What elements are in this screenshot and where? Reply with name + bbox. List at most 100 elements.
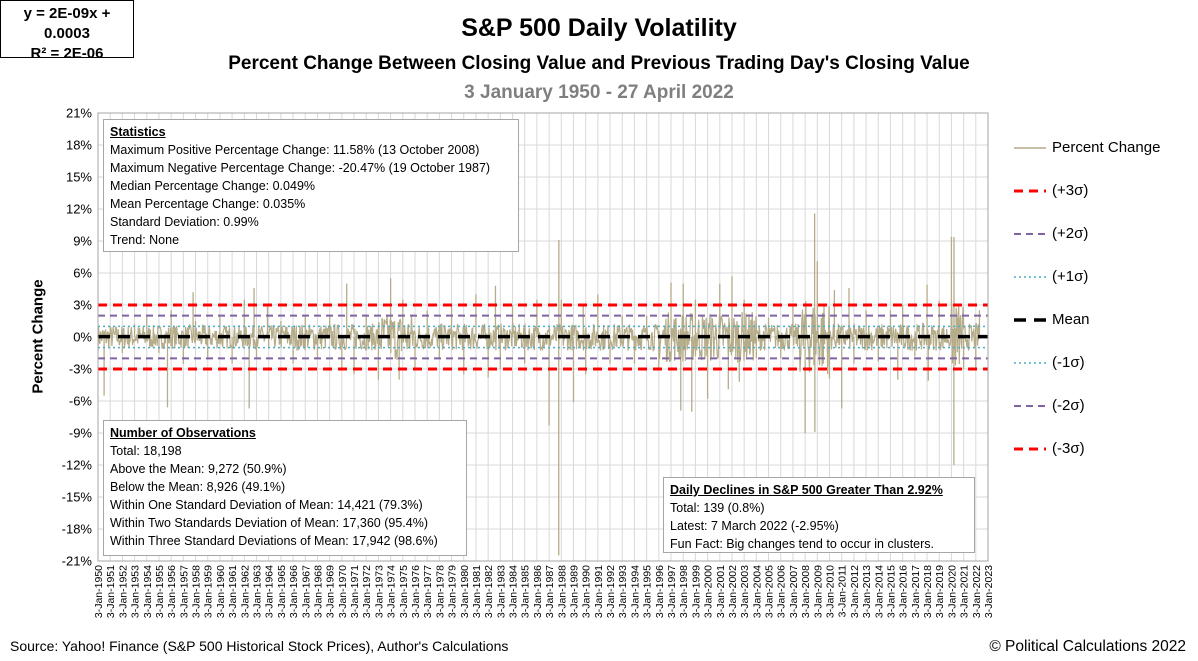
legend-item: (+1σ) [1012, 266, 1192, 288]
x-tick-label: 3-Jan-2022 [971, 565, 983, 618]
legend-label: (+3σ) [1052, 182, 1089, 199]
x-tick-label: 3-Jan-1954 [142, 565, 154, 618]
y-tick-label: 0% [73, 330, 92, 345]
legend-item: (-3σ) [1012, 438, 1192, 460]
x-tick-label: 3-Jan-1988 [556, 565, 568, 618]
obs-line: Within Two Standards Deviation of Mean: … [110, 516, 428, 530]
x-tick-label: 3-Jan-1990 [581, 565, 593, 618]
y-axis-label: Percent Change [29, 279, 47, 394]
statistics-heading: Statistics [110, 125, 166, 139]
x-tick-label: 3-Jan-1975 [398, 565, 410, 618]
legend-swatch [1014, 318, 1046, 322]
x-tick-label: 3-Jan-2019 [934, 565, 946, 618]
x-tick-label: 3-Jan-1984 [508, 565, 520, 618]
x-tick-label: 3-Jan-1992 [605, 565, 617, 618]
y-tick-label: 15% [66, 170, 92, 185]
x-tick-label: 3-Jan-1993 [617, 565, 629, 618]
trendline-r2: R² = 2E-06 [30, 45, 104, 62]
x-tick-label: 3-Jan-2009 [812, 565, 824, 618]
obs-line: Above the Mean: 9,272 (50.9%) [110, 462, 287, 476]
x-tick-label: 3-Jan-2005 [764, 565, 776, 618]
x-tick-label: 3-Jan-1978 [434, 565, 446, 618]
chart-date-range: 3 January 1950 - 27 April 2022 [464, 82, 734, 103]
x-tick-label: 3-Jan-1951 [105, 565, 117, 618]
x-tick-label: 3-Jan-2021 [959, 565, 971, 618]
x-tick-label: 3-Jan-1957 [178, 565, 190, 618]
x-tick-label: 3-Jan-1986 [532, 565, 544, 618]
legend-swatch [1014, 233, 1046, 235]
x-tick-label: 3-Jan-1972 [361, 565, 373, 618]
reference-lines [98, 303, 988, 371]
legend-swatch [1014, 189, 1046, 193]
x-tick-label: 3-Jan-2006 [776, 565, 788, 618]
observations-heading: Number of Observations [110, 426, 256, 440]
x-tick-label: 3-Jan-2000 [703, 565, 715, 618]
x-tick-label: 3-Jan-2013 [861, 565, 873, 618]
legend-label: (-2σ) [1052, 397, 1085, 414]
x-tick-label: 3-Jan-1956 [166, 565, 178, 618]
x-tick-label: 3-Jan-1950 [93, 565, 105, 618]
x-tick-label: 3-Jan-2023 [983, 565, 995, 618]
source-note: Source: Yahoo! Finance (S&P 500 Historic… [10, 638, 509, 654]
legend-item: Percent Change [1012, 137, 1192, 159]
x-tick-label: 3-Jan-1958 [191, 565, 203, 618]
trendline-equation-box: y = 2E-09x + 0.0003 R² = 2E-06 [0, 0, 134, 62]
legend-label: (+2σ) [1052, 225, 1089, 242]
x-tick-label: 3-Jan-2004 [751, 565, 763, 618]
x-tick-label: 3-Jan-1952 [117, 565, 129, 618]
x-tick-label: 3-Jan-1977 [422, 565, 434, 618]
chart-subtitle: Percent Change Between Closing Value and… [228, 53, 970, 74]
y-tick-labels: 21% 18% 15% 12% 9% 6% 3% 0% -3% -6% -9% -12% -15% -18… [62, 106, 93, 569]
y-tick-label: -15% [62, 490, 93, 505]
legend-label: (-3σ) [1052, 440, 1085, 457]
stat-line: Mean Percentage Change: 0.035% [110, 197, 306, 211]
copyright-note: © Political Calculations 2022 [989, 638, 1186, 655]
y-tick-label: 21% [66, 106, 92, 121]
x-tick-label: 3-Jan-1976 [410, 565, 422, 618]
x-tick-label: 3-Jan-2017 [910, 565, 922, 618]
x-tick-label: 3-Jan-2014 [873, 565, 885, 618]
stat-line: Trend: None [110, 233, 180, 247]
obs-line: Within Three Standard Deviations of Mean… [110, 534, 438, 548]
y-tick-label: 6% [73, 266, 92, 281]
stat-line: Median Percentage Change: 0.049% [110, 179, 316, 193]
obs-line: Below the Mean: 8,926 (49.1%) [110, 480, 286, 494]
x-tick-label: 3-Jan-1969 [325, 565, 337, 618]
plot-area-border [97, 112, 989, 562]
stat-line: Standard Deviation: 0.99% [110, 215, 259, 229]
x-tick-label: 3-Jan-1983 [495, 565, 507, 618]
y-tick-label: 18% [66, 138, 92, 153]
x-tick-label: 3-Jan-2011 [837, 565, 849, 618]
y-tick-label: 3% [73, 298, 92, 313]
x-tick-label: 3-Jan-2007 [788, 565, 800, 618]
legend-label: (+1σ) [1052, 268, 1089, 285]
x-tick-label: 3-Jan-1961 [227, 565, 239, 618]
x-tick-label: 3-Jan-2008 [800, 565, 812, 618]
x-tick-label: 3-Jan-2018 [922, 565, 934, 618]
declines-box: Daily Declines in S&P 500 Greater Than 2… [663, 477, 975, 553]
x-tick-label: 3-Jan-1996 [654, 565, 666, 618]
x-tick-label: 3-Jan-1982 [483, 565, 495, 618]
x-tick-label: 3-Jan-1974 [386, 565, 398, 618]
x-tick-label: 3-Jan-1960 [215, 565, 227, 618]
x-tick-label: 3-Jan-2001 [715, 565, 727, 618]
legend-swatch [1014, 362, 1046, 364]
trendline-equation: y = 2E-09x + 0.0003 [23, 5, 111, 42]
x-tick-label: 3-Jan-1985 [520, 565, 532, 618]
legend-item: (-2σ) [1012, 395, 1192, 417]
x-tick-labels: 3-Jan-1950 3-Jan-1951 3-Jan-1952 3-Jan-1953… [93, 565, 995, 618]
x-tick-label: 3-Jan-1970 [337, 565, 349, 618]
x-tick-label: 3-Jan-1997 [666, 565, 678, 618]
axes [97, 112, 989, 562]
declines-line: Latest: 7 March 2022 (-2.95%) [670, 519, 839, 533]
observations-box: Number of Observations Total: 18,198 Abo… [103, 420, 467, 556]
x-tick-label: 3-Jan-1999 [690, 565, 702, 618]
x-tick-label: 3-Jan-1994 [629, 565, 641, 618]
x-tick-label: 3-Jan-1965 [276, 565, 288, 618]
x-tick-label: 3-Jan-1989 [568, 565, 580, 618]
x-tick-label: 3-Jan-2003 [739, 565, 751, 618]
x-tick-label: 3-Jan-1967 [300, 565, 312, 618]
y-tick-label: -9% [69, 426, 93, 441]
legend-label: Mean [1052, 311, 1090, 328]
declines-heading: Daily Declines in S&P 500 Greater Than 2… [670, 483, 943, 497]
